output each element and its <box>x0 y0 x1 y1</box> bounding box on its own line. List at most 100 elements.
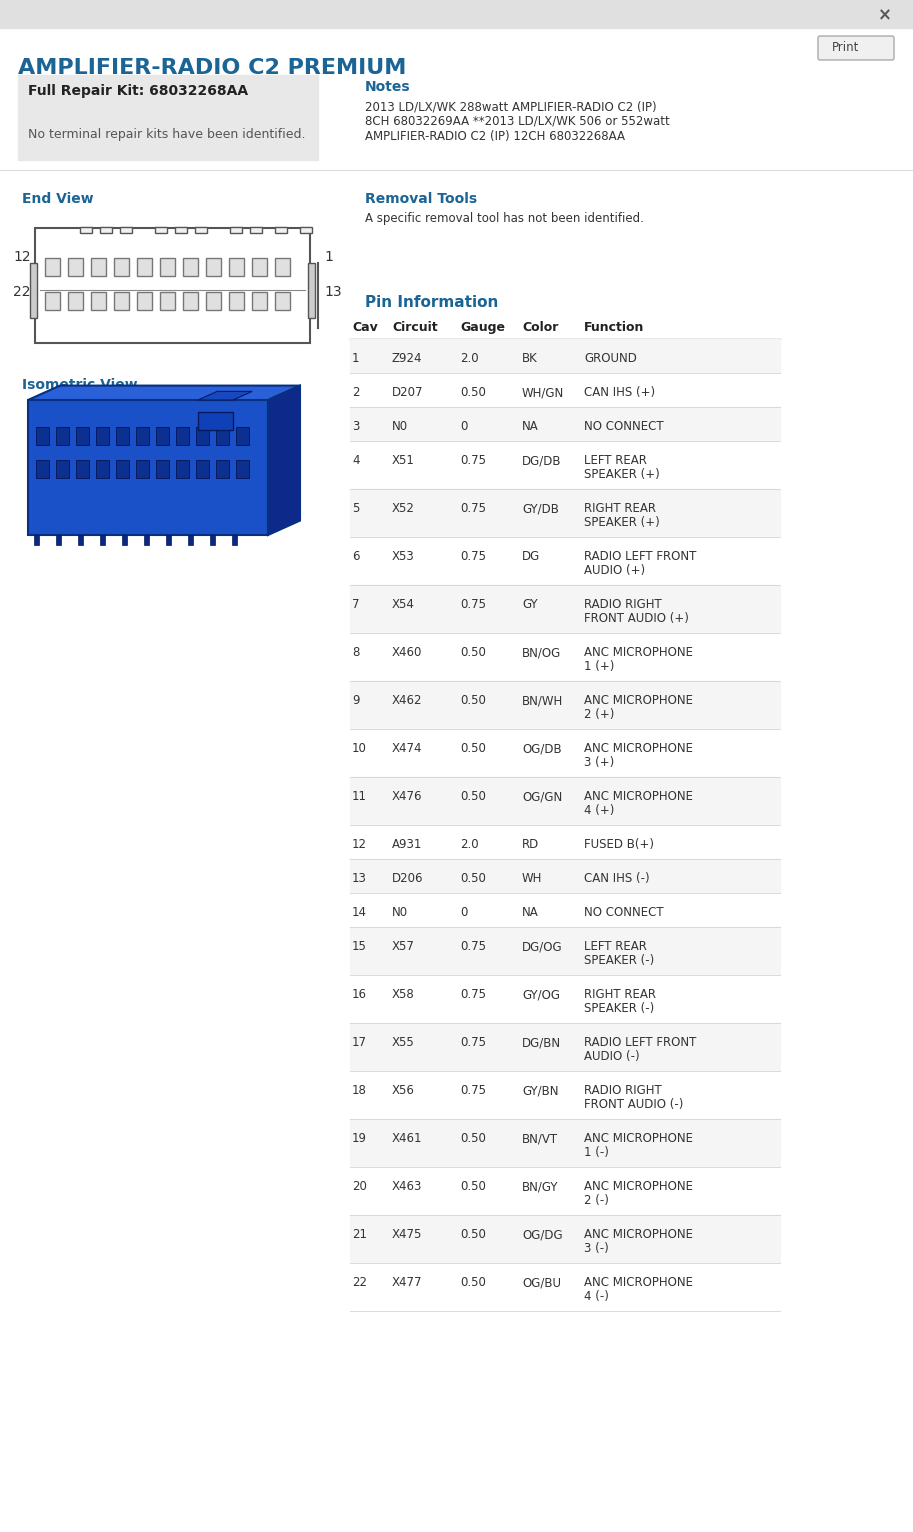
Bar <box>76 460 89 478</box>
Bar <box>198 412 233 430</box>
Bar <box>206 257 221 276</box>
Text: 1: 1 <box>324 250 333 264</box>
Text: D206: D206 <box>392 872 424 885</box>
Bar <box>34 535 39 545</box>
Bar <box>114 257 129 276</box>
Bar <box>183 257 198 276</box>
Bar <box>236 427 249 444</box>
Text: Z924: Z924 <box>392 352 423 365</box>
Bar <box>350 489 780 538</box>
Bar <box>137 257 152 276</box>
Bar <box>350 538 780 585</box>
Bar <box>0 0 913 28</box>
Bar <box>195 227 207 233</box>
Text: 0.75: 0.75 <box>460 453 486 467</box>
Bar <box>250 227 262 233</box>
Bar <box>350 1071 780 1118</box>
Bar <box>350 585 780 633</box>
Text: Pin Information: Pin Information <box>365 296 498 309</box>
Text: OG/DB: OG/DB <box>522 741 561 755</box>
Bar <box>350 1118 780 1167</box>
Text: DG/OG: DG/OG <box>522 941 562 953</box>
Bar <box>122 535 127 545</box>
Bar <box>275 293 290 309</box>
Text: ANC MICROPHONE: ANC MICROPHONE <box>584 647 693 659</box>
Text: ANC MICROPHONE: ANC MICROPHONE <box>584 1229 693 1241</box>
Text: 0.50: 0.50 <box>460 1229 486 1241</box>
Bar <box>78 535 83 545</box>
Bar <box>350 633 780 682</box>
Text: 0.50: 0.50 <box>460 872 486 885</box>
Text: N0: N0 <box>392 905 408 919</box>
Bar <box>100 227 112 233</box>
Bar <box>35 228 310 343</box>
Text: 0.50: 0.50 <box>460 1276 486 1288</box>
Text: 4: 4 <box>352 453 360 467</box>
Bar <box>136 460 149 478</box>
Text: SPEAKER (-): SPEAKER (-) <box>584 954 655 967</box>
Text: OG/DG: OG/DG <box>522 1229 562 1241</box>
Text: 17: 17 <box>352 1036 367 1049</box>
Text: 14: 14 <box>352 905 367 919</box>
Text: ×: × <box>878 6 892 25</box>
Text: 12: 12 <box>13 250 31 264</box>
Text: 22: 22 <box>352 1276 367 1288</box>
Text: RIGHT REAR: RIGHT REAR <box>584 502 656 515</box>
Text: X58: X58 <box>392 988 415 1000</box>
Text: 0: 0 <box>460 905 467 919</box>
Bar <box>28 400 268 535</box>
Text: DG/BN: DG/BN <box>522 1036 561 1049</box>
Text: LEFT REAR: LEFT REAR <box>584 453 647 467</box>
Bar <box>18 75 318 159</box>
Text: RIGHT REAR: RIGHT REAR <box>584 988 656 1000</box>
Text: X52: X52 <box>392 502 415 515</box>
Bar <box>350 974 780 1023</box>
Text: NO CONNECT: NO CONNECT <box>584 420 664 434</box>
Text: 15: 15 <box>352 941 367 953</box>
Text: FRONT AUDIO (+): FRONT AUDIO (+) <box>584 611 689 625</box>
Text: X474: X474 <box>392 741 423 755</box>
Bar <box>114 293 129 309</box>
Text: 9: 9 <box>352 694 360 706</box>
Bar <box>45 257 60 276</box>
Text: 0.50: 0.50 <box>460 386 486 398</box>
Text: 0.50: 0.50 <box>460 694 486 706</box>
Text: ANC MICROPHONE: ANC MICROPHONE <box>584 1276 693 1288</box>
Text: DG/DB: DG/DB <box>522 453 561 467</box>
Text: 16: 16 <box>352 988 367 1000</box>
Bar <box>252 257 267 276</box>
Text: AUDIO (+): AUDIO (+) <box>584 564 645 578</box>
Text: WH: WH <box>522 872 542 885</box>
Text: 11: 11 <box>352 791 367 803</box>
Text: X463: X463 <box>392 1180 423 1193</box>
Text: NA: NA <box>522 420 539 434</box>
Bar <box>350 729 780 777</box>
Text: 0.50: 0.50 <box>460 1180 486 1193</box>
Bar <box>36 427 49 444</box>
Text: 1 (+): 1 (+) <box>584 660 614 673</box>
Text: 4 (-): 4 (-) <box>584 1290 609 1304</box>
Bar <box>350 1215 780 1262</box>
Text: 22: 22 <box>13 285 30 299</box>
Bar <box>216 427 229 444</box>
Text: N0: N0 <box>392 420 408 434</box>
Text: 2 (+): 2 (+) <box>584 708 614 722</box>
Polygon shape <box>268 386 300 535</box>
Text: FRONT AUDIO (-): FRONT AUDIO (-) <box>584 1098 683 1111</box>
Bar <box>96 427 109 444</box>
Text: 0: 0 <box>460 420 467 434</box>
Text: 0.50: 0.50 <box>460 647 486 659</box>
Bar <box>175 227 187 233</box>
Bar <box>120 227 132 233</box>
Bar <box>350 927 780 974</box>
Bar <box>210 535 215 545</box>
Text: NO CONNECT: NO CONNECT <box>584 905 664 919</box>
Text: 0.75: 0.75 <box>460 1085 486 1097</box>
Text: Gauge: Gauge <box>460 322 505 334</box>
Text: 2013 LD/LX/WK 288watt AMPLIFIER-RADIO C2 (IP)
8CH 68032269AA **2013 LD/LX/WK 506: 2013 LD/LX/WK 288watt AMPLIFIER-RADIO C2… <box>365 100 670 142</box>
Text: 0.50: 0.50 <box>460 1132 486 1144</box>
Bar <box>80 227 92 233</box>
Text: X476: X476 <box>392 791 423 803</box>
Text: BN/GY: BN/GY <box>522 1180 559 1193</box>
Text: AMPLIFIER-RADIO C2 PREMIUM: AMPLIFIER-RADIO C2 PREMIUM <box>18 58 406 78</box>
